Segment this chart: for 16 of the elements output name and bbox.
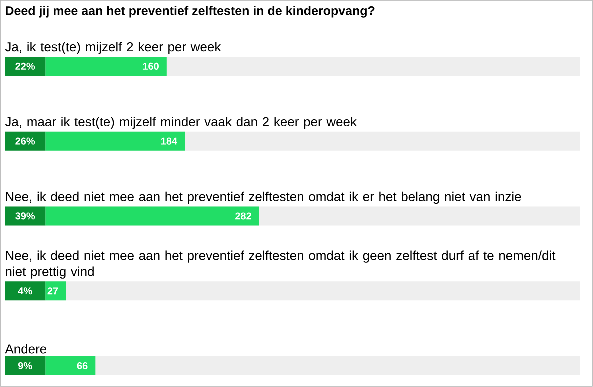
y-tick-label: Nee, ik deed niet mee aan het preventief zelftesten omdat ik er het belang niet van inzie [6,192,522,204]
y-tick-label: Andere [5,344,47,354]
data-label: 282 [236,212,252,220]
chart-title: Deed jij mee aan het preventief zelftesten in de kinderopvang? [6,6,375,18]
text: 22% [16,62,36,70]
y-tick-label: Ja, ik test(te) mijzelf 2 keer per week [5,42,222,54]
data-label: 184 [162,138,178,145]
text: 26% [16,138,36,145]
text: 4% [18,288,32,295]
text: 39% [16,212,36,220]
text: 9% [18,362,32,370]
data-label: 160 [143,62,159,70]
data-label: 66 [77,362,88,370]
y-tick-label: Ja, maar ik test(te) mijzelf minder vaak dan 2 keer per week [5,117,358,130]
data-label: 27 [48,288,58,295]
y-tick-label: Nee, ik deed niet mee aan het preventief zelftesten omdat ik geen zelftest durf af te nemen/dit niet prettig vind [6,250,556,279]
